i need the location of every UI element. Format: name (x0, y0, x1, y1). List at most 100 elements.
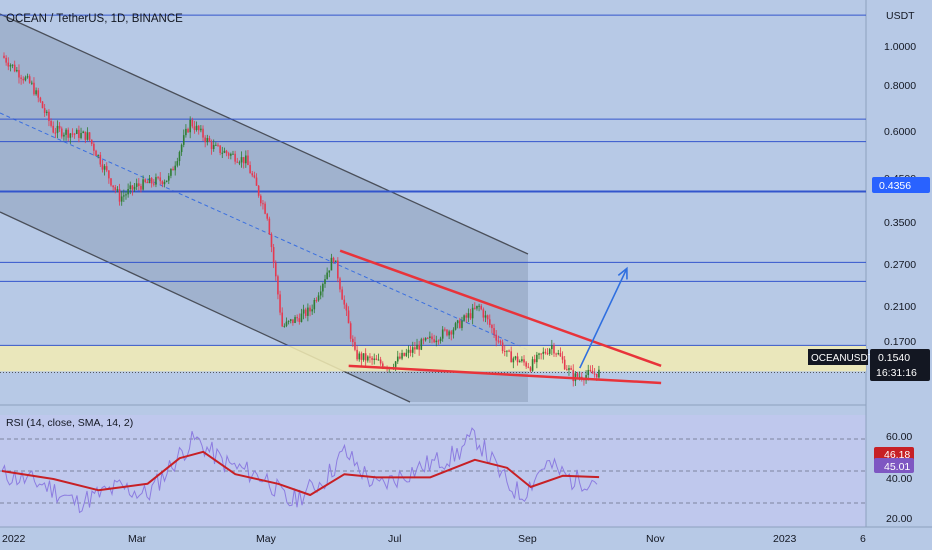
candle-body (371, 357, 373, 360)
time-tick: Sep (518, 533, 537, 545)
candle-body (272, 247, 275, 263)
candle-body (71, 133, 74, 135)
time-tick: 6 (860, 533, 866, 545)
candle-body (343, 299, 346, 305)
candle-body (493, 328, 495, 335)
candle-body (396, 356, 399, 362)
candle-body (381, 363, 384, 368)
last-price-badge (870, 349, 930, 381)
candle-body (253, 175, 256, 178)
candle-body (499, 341, 502, 343)
candle-body (572, 369, 575, 382)
price-tick: 0.3500 (884, 217, 916, 229)
candle-body (99, 154, 102, 165)
time-tick: 2023 (773, 533, 797, 545)
candle-body (576, 373, 579, 377)
candle-body (215, 144, 217, 146)
candle-body (277, 276, 279, 295)
symbol-title: OCEAN / TetherUS, 1D, BINANCE (6, 13, 183, 25)
candle-body (52, 125, 55, 133)
candle-body (298, 318, 301, 323)
candle-body (326, 272, 328, 280)
candle-body (367, 356, 369, 361)
candle-body (431, 336, 433, 340)
candle-body (587, 369, 590, 376)
candle-body (114, 187, 117, 190)
candle-body (240, 157, 243, 163)
candle-body (39, 97, 42, 102)
candle-body (476, 305, 478, 309)
candle-body (58, 125, 61, 129)
candle-body (84, 131, 87, 140)
support-zone (0, 345, 866, 372)
candle-body (56, 125, 59, 133)
candle-body (313, 299, 316, 310)
candle-body (110, 178, 112, 186)
candle-body (377, 359, 380, 361)
candle-body (516, 356, 519, 363)
candle-body (332, 257, 335, 262)
candle-body (593, 373, 596, 375)
candle-body (103, 166, 106, 170)
candle-body (159, 177, 162, 182)
candle-body (206, 138, 209, 143)
candle-body (170, 168, 172, 176)
candle-body (307, 307, 309, 316)
candle-body (16, 69, 18, 72)
candle-body (41, 101, 44, 109)
candle-body (93, 143, 95, 151)
candle-body (570, 368, 572, 370)
candle-body (315, 299, 318, 301)
candle-body (349, 323, 352, 339)
candle-body (69, 133, 72, 138)
price-tick: 0.2700 (884, 259, 916, 271)
candle-body (153, 183, 155, 185)
candle-body (200, 128, 202, 131)
candle-body (247, 155, 249, 166)
candle-body (578, 376, 581, 378)
candle-body (495, 334, 497, 341)
candle-body (75, 129, 78, 134)
candle-body (491, 324, 493, 329)
time-tick: Jul (388, 533, 401, 545)
candle-body (80, 133, 82, 138)
candle-body (461, 320, 463, 328)
candle-body (512, 358, 515, 363)
candle-body (426, 337, 429, 339)
rsi-line (1, 427, 598, 514)
candle-body (422, 339, 425, 341)
candle-body (20, 77, 22, 79)
candle-body (358, 353, 361, 360)
time-tick: May (256, 533, 277, 545)
candle-body (538, 353, 540, 355)
candle-body (142, 179, 144, 190)
candle-body (174, 165, 176, 171)
candle-body (568, 368, 570, 370)
candle-body (463, 315, 465, 321)
candle-body (105, 166, 108, 171)
candle-body (185, 128, 187, 136)
candle-body (212, 144, 215, 150)
candle-body (146, 182, 149, 184)
candle-body (322, 283, 324, 292)
candle-body (54, 132, 57, 134)
candle-body (221, 152, 224, 154)
candle-body (95, 150, 97, 156)
projection-arrow-line (579, 268, 628, 369)
candle-body (444, 329, 446, 331)
channel-upper-line (0, 13, 529, 255)
candle-body (18, 69, 20, 78)
candle-body (129, 185, 132, 189)
candle-body (232, 153, 234, 155)
candle-body (73, 133, 76, 135)
candle-body (416, 344, 418, 350)
candle-body (7, 62, 10, 67)
time-tick: Nov (646, 533, 665, 545)
candle-body (264, 203, 266, 214)
candle-body (540, 353, 542, 355)
candle-body (270, 234, 273, 248)
candle-body (566, 369, 568, 371)
candle-body (360, 353, 363, 360)
candle-body (486, 315, 489, 320)
